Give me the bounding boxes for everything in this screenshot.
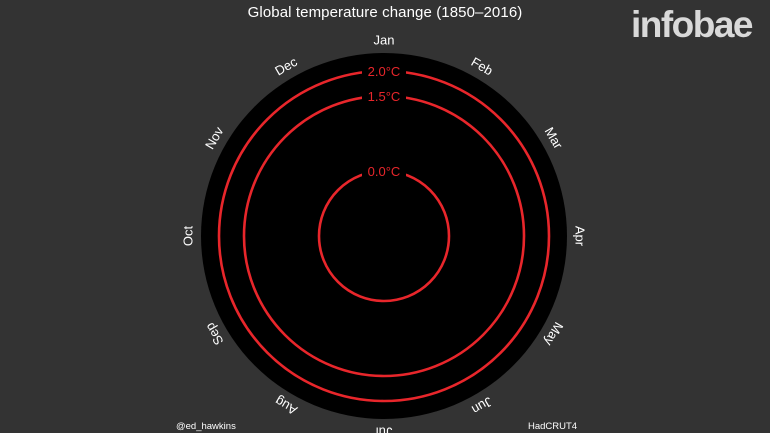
month-label-dec: Dec [272, 54, 300, 79]
month-label-jan: Jan [374, 32, 395, 47]
ring-label: 2.0°C [368, 64, 401, 79]
month-label-apr: Apr [573, 226, 588, 247]
ring-label-background [362, 63, 406, 79]
author-credit: @ed_hawkins [176, 421, 236, 432]
ring-label: 1.5°C [368, 89, 401, 104]
ring-labels: 0.0°C 1.5°C 2.0°C [362, 63, 406, 179]
brand-logo: infobae [630, 4, 754, 45]
chart-title: Global temperature change (1850–2016) [247, 4, 523, 21]
month-label-feb: Feb [469, 54, 496, 78]
month-label-jul: Jul [376, 425, 393, 433]
month-label-may: May [541, 320, 567, 349]
month-label-nov: Nov [202, 124, 227, 152]
month-label-mar: Mar [542, 125, 567, 152]
ring-label: 0.0°C [368, 164, 401, 179]
data-source-credit: HadCRUT4 [528, 421, 578, 432]
plot-disc [201, 53, 567, 419]
month-label-oct: Oct [180, 226, 195, 247]
month-label-jun: Jun [469, 394, 495, 417]
month-label-aug: Aug [272, 394, 300, 419]
ring-label-background [362, 163, 406, 179]
ring-label-background [362, 88, 406, 104]
month-label-sep: Sep [202, 320, 227, 348]
